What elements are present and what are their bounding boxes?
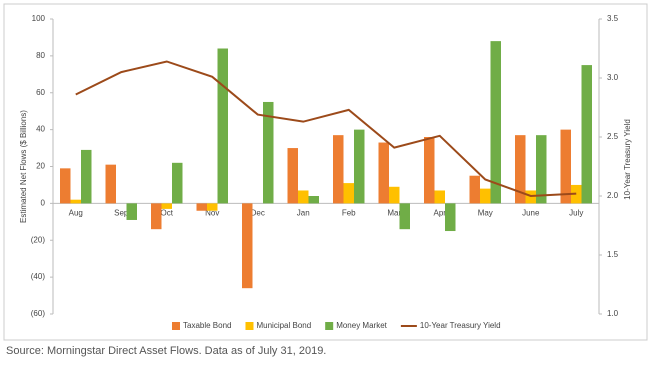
y-tick-label: (40) <box>31 272 46 281</box>
bar <box>60 168 71 204</box>
bar <box>445 203 456 232</box>
bar <box>515 135 526 204</box>
x-tick-label: Nov <box>205 208 219 217</box>
y-tick-label: 0 <box>41 198 46 207</box>
x-tick-label: Dec <box>251 208 265 217</box>
bar <box>196 203 207 211</box>
x-tick-label: Feb <box>342 208 356 217</box>
x-tick-label: Apr <box>434 208 447 217</box>
y2-tick-label: 2.5 <box>607 132 619 141</box>
chart-frame <box>3 3 648 341</box>
legend-swatch <box>325 322 334 330</box>
y2-axis-title: 10-Year Treasury Yield <box>623 119 632 200</box>
bar <box>536 135 547 204</box>
bar <box>490 41 501 204</box>
x-tick-label: Aug <box>69 208 83 217</box>
bar <box>126 203 137 220</box>
source-note: Source: Morningstar Direct Asset Flows. … <box>6 345 327 357</box>
legend-swatch <box>172 322 180 330</box>
y-tick-label: 60 <box>36 88 45 97</box>
legend-label: 10-Year Treasury Yield <box>420 321 501 330</box>
y2-tick-label: 1.5 <box>607 250 619 259</box>
x-tick-label: Jan <box>297 208 310 217</box>
x-tick-label: May <box>478 208 493 217</box>
legend-swatch <box>245 322 254 330</box>
bar <box>298 190 309 204</box>
x-tick-label: Mar <box>387 208 401 217</box>
bar <box>424 137 435 204</box>
bar <box>70 199 81 204</box>
bar <box>378 142 389 204</box>
bar <box>469 175 480 204</box>
bar <box>151 203 162 230</box>
bar <box>172 162 183 204</box>
y2-tick-label: 1.0 <box>607 309 619 318</box>
bar <box>308 196 319 204</box>
x-tick-label: Oct <box>161 208 174 217</box>
bar <box>207 203 218 211</box>
yield-line <box>75 60 577 198</box>
bar <box>480 188 491 204</box>
y-tick-label: (20) <box>31 235 46 244</box>
bar <box>242 203 253 289</box>
bar <box>333 135 344 204</box>
y-tick-label: 100 <box>32 14 46 23</box>
bar <box>354 129 365 204</box>
bar <box>434 190 445 204</box>
legend-label: Money Market <box>336 321 387 330</box>
bar <box>581 65 592 204</box>
legend-label: Taxable Bond <box>183 321 231 330</box>
bar <box>399 203 410 230</box>
bar <box>217 48 228 204</box>
bar <box>105 164 116 204</box>
x-tick-label: July <box>569 208 583 217</box>
bar <box>343 183 354 204</box>
legend-label: Municipal Bond <box>256 321 311 330</box>
bar <box>263 101 274 204</box>
bar <box>161 203 172 209</box>
x-tick-label: Sep <box>114 208 129 217</box>
y-tick-label: 80 <box>36 51 45 60</box>
y2-tick-label: 2.0 <box>607 191 619 200</box>
y2-tick-label: 3.5 <box>607 14 619 23</box>
x-tick-label: June <box>522 208 540 217</box>
bar <box>560 129 571 204</box>
bar <box>287 148 298 204</box>
bar <box>389 186 400 204</box>
chart: 100 80 60 40 20 0 (20) (40) (60) 3.5 3.0 2.5 2.0 1.5 1… <box>3 3 648 341</box>
y-tick-label: 20 <box>36 162 45 171</box>
y-tick-label: 40 <box>36 125 45 134</box>
y-axis-title: Estimated Net Flows ($ Billions) <box>19 110 28 223</box>
bar <box>81 149 92 204</box>
y-tick-label: (60) <box>31 309 46 318</box>
y2-tick-label: 3.0 <box>607 73 619 82</box>
